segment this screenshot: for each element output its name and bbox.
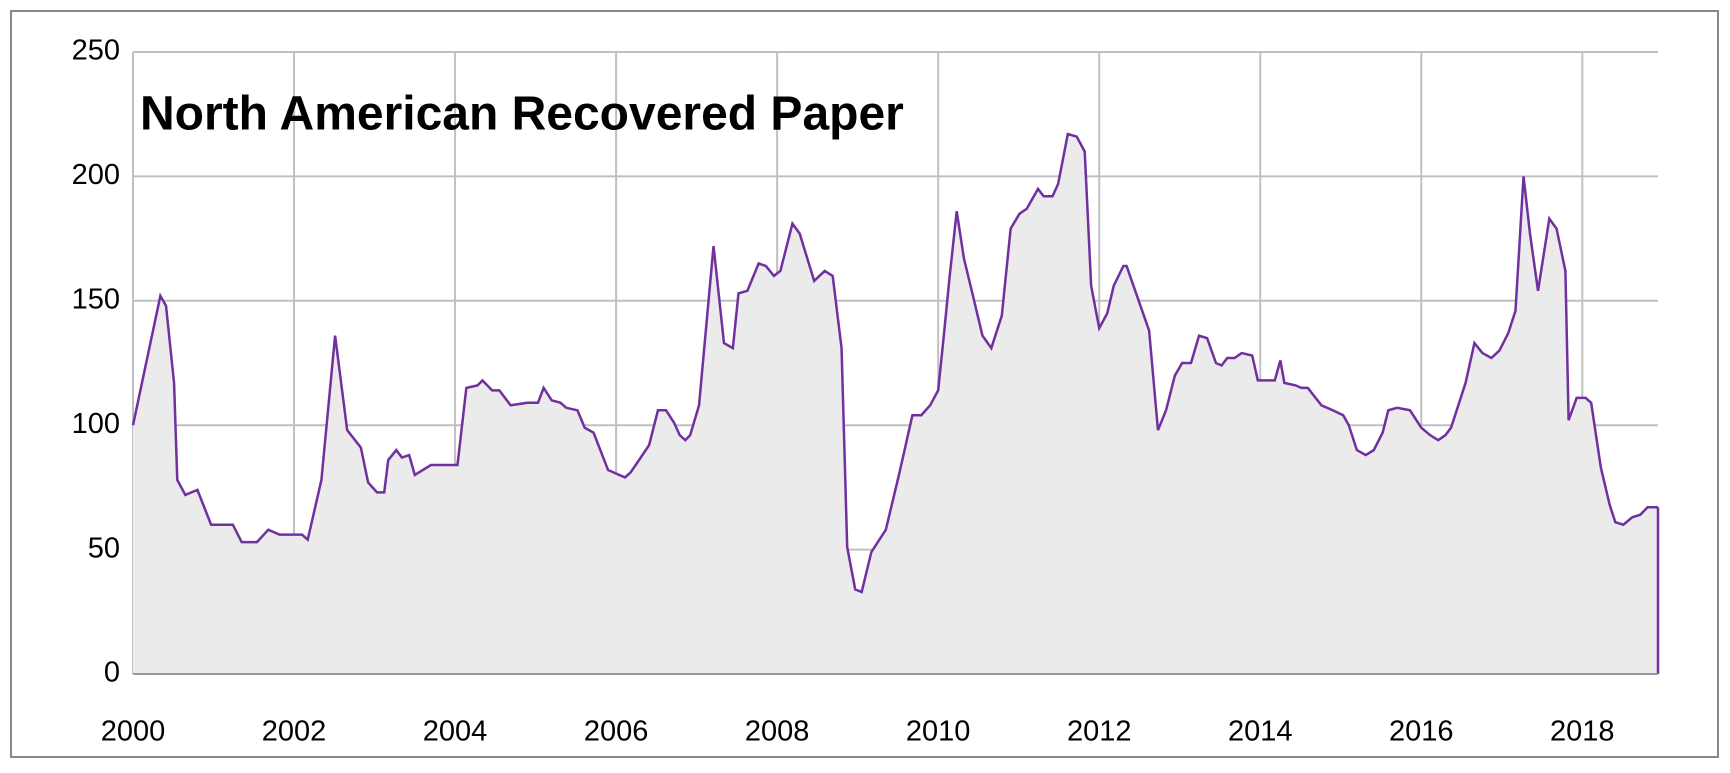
x-tick-label: 2006	[584, 716, 649, 748]
chart-title: North American Recovered Paper	[140, 88, 904, 141]
area-line	[131, 132, 1658, 594]
x-tick-label: 2012	[1067, 716, 1132, 748]
y-tick-label: 50	[88, 532, 120, 564]
x-tick-label: 2016	[1389, 716, 1454, 748]
x-tick-label: 2002	[262, 716, 327, 748]
y-tick-label: 200	[72, 159, 120, 191]
plot	[131, 132, 1660, 674]
x-tick-label: 2004	[423, 716, 488, 748]
y-tick-label: 150	[72, 283, 120, 315]
x-tick-label: 2018	[1550, 716, 1615, 748]
x-tick-label: 2008	[745, 716, 810, 748]
x-tick-label: 2014	[1228, 716, 1293, 748]
y-tick-label: 250	[72, 35, 120, 67]
y-tick-label: 100	[72, 408, 120, 440]
area-fill	[133, 134, 1658, 674]
x-tick-label: 2010	[906, 716, 971, 748]
x-tick-label: 2000	[101, 716, 166, 748]
y-tick-label: 0	[104, 657, 120, 689]
